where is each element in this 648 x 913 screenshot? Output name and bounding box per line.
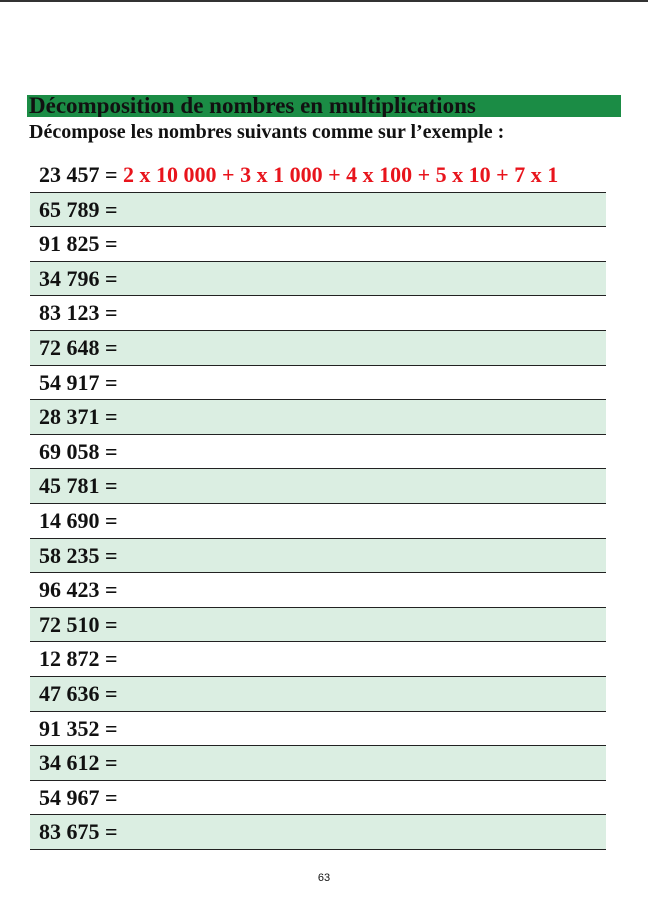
exercise-label: 47 636 = — [39, 680, 118, 706]
exercise-row: 54 917 = — [30, 366, 606, 401]
example-row: 23 457 = 2 x 10 000 + 3 x 1 000 + 4 x 10… — [30, 158, 606, 193]
page-number: 63 — [317, 872, 331, 884]
exercise-label: 91 352 = — [39, 715, 118, 741]
exercise-row: 34 612 = — [30, 746, 606, 781]
exercise-label: 45 781 = — [39, 473, 118, 499]
exercise-label: 34 612 = — [39, 750, 118, 776]
exercise-row: 72 510 = — [30, 607, 606, 643]
title: Décomposition de nombres en multiplicati… — [27, 95, 621, 117]
exercise-row: 45 781 = — [30, 469, 606, 504]
exercise-label: 54 967 = — [39, 784, 118, 810]
exercise-row: 58 235 = — [30, 538, 606, 574]
exercise-row: 28 371 = — [30, 400, 606, 435]
exercise-label: 12 872 = — [39, 646, 118, 672]
exercise-label: 96 423 = — [39, 577, 118, 603]
exercise-label: 28 371 = — [39, 404, 118, 430]
exercise-label: 14 690 = — [39, 507, 118, 533]
exercise-row: 54 967 = — [30, 781, 606, 816]
exercise-label: 65 789 = — [39, 196, 118, 222]
exercise-label: 83 675 = — [39, 819, 118, 845]
exercise-row: 34 796 = — [30, 261, 606, 297]
exercise-row: 96 423 = — [30, 573, 606, 608]
example-label: 23 457 = — [39, 162, 118, 187]
exercise-row: 65 789 = — [30, 192, 606, 228]
exercise-list: 23 457 = 2 x 10 000 + 3 x 1 000 + 4 x 10… — [30, 158, 606, 850]
instruction: Décompose les nombres suivants comme sur… — [29, 121, 505, 143]
example-answer: 2 x 10 000 + 3 x 1 000 + 4 x 100 + 5 x 1… — [123, 162, 559, 187]
exercise-row: 91 352 = — [30, 712, 606, 747]
exercise-label: 72 510 = — [39, 611, 118, 637]
exercise-label: 72 648 = — [39, 334, 118, 360]
exercise-label: 69 058 = — [39, 438, 118, 464]
exercise-row: 69 058 = — [30, 435, 606, 470]
exercise-label: 54 917 = — [39, 369, 118, 395]
exercise-row: 83 123 = — [30, 296, 606, 331]
exercise-row: 14 690 = — [30, 504, 606, 539]
exercise-label: 83 123 = — [39, 300, 118, 326]
exercise-row: 83 675 = — [30, 815, 606, 850]
exercise-label: 34 796 = — [39, 265, 118, 291]
exercise-row: 72 648 = — [30, 330, 606, 366]
exercise-label: 58 235 = — [39, 542, 118, 568]
top-border — [0, 0, 648, 2]
exercise-row: 47 636 = — [30, 676, 606, 712]
exercise-label: 91 825 = — [39, 231, 118, 257]
exercise-row: 12 872 = — [30, 642, 606, 677]
exercise-row: 91 825 = — [30, 227, 606, 262]
